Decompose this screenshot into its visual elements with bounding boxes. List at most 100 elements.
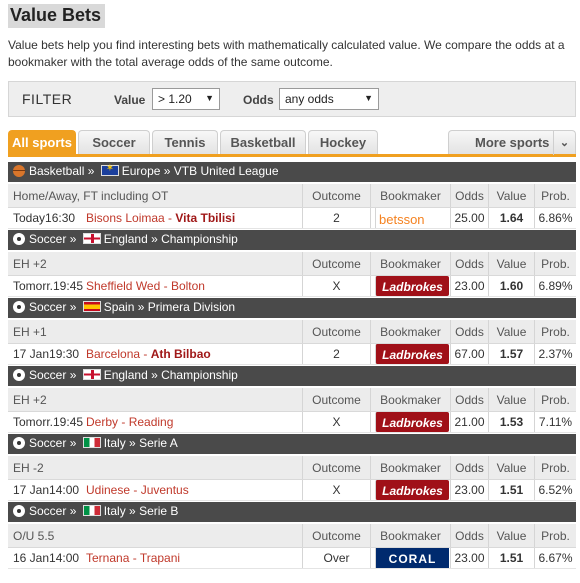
match-time: Tomorr.19:45 xyxy=(13,279,84,293)
match-time: 17 Jan14:00 xyxy=(13,483,80,497)
match-link[interactable]: Derby - Reading xyxy=(86,415,174,429)
spain-flag-icon xyxy=(82,301,101,312)
market-name: EH +1 xyxy=(13,325,47,339)
col-odds: Odds xyxy=(450,252,488,275)
bet-row[interactable]: 17 Jan14:00 Udinese - Juventus X Ladbrokes 2… xyxy=(8,480,576,501)
bet-odds: 23.00 xyxy=(450,480,488,500)
soccer-ball-icon xyxy=(13,233,25,245)
col-outcome: Outcome xyxy=(302,320,370,343)
tab-tennis[interactable]: Tennis xyxy=(152,130,218,154)
market-header: EH +2 Outcome Bookmaker Odds Value Prob. xyxy=(8,388,576,412)
market-header: EH +2 Outcome Bookmaker Odds Value Prob. xyxy=(8,252,576,276)
basketball-icon xyxy=(13,165,25,177)
odds-filter-select[interactable]: any odds ▼ xyxy=(279,88,379,110)
league-name: Serie B xyxy=(139,504,179,518)
league-header[interactable]: Soccer » Italy » Serie A xyxy=(8,434,576,454)
sport-name: Soccer xyxy=(29,368,67,382)
match-time: Tomorr.19:45 xyxy=(13,415,84,429)
bet-row[interactable]: 16 Jan14:00 Ternana - Trapani Over CORAL 23.… xyxy=(8,548,576,569)
bookmaker-logo[interactable]: Ladbrokes xyxy=(375,276,449,296)
bet-outcome: Over xyxy=(302,548,370,568)
bet-prob: 2.37% xyxy=(534,344,576,364)
region-name: Spain xyxy=(103,300,135,314)
market-header: EH +1 Outcome Bookmaker Odds Value Prob. xyxy=(8,320,576,344)
market-name: EH +2 xyxy=(13,393,47,407)
match-time: 16 Jan14:00 xyxy=(13,551,80,565)
bet-prob: 6.89% xyxy=(534,276,576,296)
league-header[interactable]: Basketball » Europe » VTB United League xyxy=(8,162,576,182)
bookmaker-cell[interactable]: Ladbrokes xyxy=(370,412,450,432)
bookmaker-cell[interactable]: Ladbrokes xyxy=(370,480,450,500)
eu-flag-icon xyxy=(100,163,119,176)
bet-row[interactable]: Tomorr.19:45 Sheffield Wed - Bolton X Ladbr… xyxy=(8,276,576,297)
match-time: Today16:30 xyxy=(13,211,76,225)
match-link[interactable]: Ternana - Trapani xyxy=(86,551,181,565)
col-prob: Prob. xyxy=(534,320,576,343)
region-name: Europe xyxy=(121,164,161,178)
match-link[interactable]: Sheffield Wed - Bolton xyxy=(86,279,205,293)
sport-name: Basketball xyxy=(29,164,85,178)
match-link[interactable]: Barcelona - Ath Bilbao xyxy=(86,347,211,361)
col-prob: Prob. xyxy=(534,524,576,547)
market-name: EH -2 xyxy=(13,461,44,475)
page-title-wrap: Value Bets xyxy=(8,4,106,28)
chevron-down-icon: ⌄ xyxy=(553,131,575,155)
league-name: VTB United League xyxy=(173,164,279,178)
bet-prob: 7.11% xyxy=(534,412,576,432)
bet-row[interactable]: Today16:30 Bisons Loimaa - Vita Tbilisi 2 b… xyxy=(8,208,576,229)
bookmaker-logo[interactable]: Ladbrokes xyxy=(375,412,449,432)
league-header[interactable]: Soccer » England » Championship xyxy=(8,230,576,250)
bet-odds: 23.00 xyxy=(450,276,488,296)
bet-row[interactable]: 17 Jan19:30 Barcelona - Ath Bilbao 2 Ladbro… xyxy=(8,344,576,365)
bet-value: 1.57 xyxy=(488,344,534,364)
tab-hockey[interactable]: Hockey xyxy=(308,130,378,154)
league-header[interactable]: Soccer » Italy » Serie B xyxy=(8,502,576,522)
bookmaker-cell[interactable]: CORAL xyxy=(370,548,450,568)
col-bookmaker: Bookmaker xyxy=(370,184,450,207)
bookmaker-cell[interactable]: Ladbrokes xyxy=(370,276,450,296)
bet-prob: 6.86% xyxy=(534,208,576,228)
value-filter-label: Value xyxy=(114,93,146,107)
bookmaker-logo[interactable]: CORAL xyxy=(375,548,449,568)
dropdown-arrow-icon: ▼ xyxy=(205,93,214,103)
bet-row[interactable]: Tomorr.19:45 Derby - Reading X Ladbrokes 21.… xyxy=(8,412,576,433)
england-flag-icon xyxy=(82,233,101,244)
col-prob: Prob. xyxy=(534,252,576,275)
bookmaker-logo[interactable]: betsson xyxy=(375,208,449,228)
col-outcome: Outcome xyxy=(302,252,370,275)
market-name: EH +2 xyxy=(13,257,47,271)
col-prob: Prob. xyxy=(534,388,576,411)
tab-basketball[interactable]: Basketball xyxy=(220,130,306,154)
league-header[interactable]: Soccer » England » Championship xyxy=(8,366,576,386)
england-flag-icon xyxy=(82,369,101,380)
value-filter-select[interactable]: > 1.20 ▼ xyxy=(152,88,220,110)
bet-value: 1.60 xyxy=(488,276,534,296)
market-name: O/U 5.5 xyxy=(13,529,55,543)
tab-soccer[interactable]: Soccer xyxy=(78,130,150,154)
col-prob: Prob. xyxy=(534,456,576,479)
col-outcome: Outcome xyxy=(302,184,370,207)
league-name: Serie A xyxy=(139,436,178,450)
bet-value: 1.53 xyxy=(488,412,534,432)
italy-flag-icon xyxy=(82,505,101,516)
col-value: Value xyxy=(488,184,534,207)
league-name: Primera Division xyxy=(147,300,236,314)
bookmaker-logo[interactable]: Ladbrokes xyxy=(375,344,449,364)
match-link[interactable]: Bisons Loimaa - Vita Tbilisi xyxy=(86,211,236,225)
col-value: Value xyxy=(488,320,534,343)
page-title: Value Bets xyxy=(8,4,106,28)
col-odds: Odds xyxy=(450,456,488,479)
bookmaker-cell[interactable]: Ladbrokes xyxy=(370,344,450,364)
page-description: Value bets help you find interesting bet… xyxy=(8,38,565,69)
bet-prob: 6.52% xyxy=(534,480,576,500)
league-name: Championship xyxy=(161,368,238,382)
league-header[interactable]: Soccer » Spain » Primera Division xyxy=(8,298,576,318)
tab-all-sports[interactable]: All sports xyxy=(8,130,76,154)
sport-name: Soccer xyxy=(29,300,67,314)
col-value: Value xyxy=(488,388,534,411)
market-header: EH -2 Outcome Bookmaker Odds Value Prob. xyxy=(8,456,576,480)
match-link[interactable]: Udinese - Juventus xyxy=(86,483,189,497)
bookmaker-cell[interactable]: betsson xyxy=(370,208,450,228)
bookmaker-logo[interactable]: Ladbrokes xyxy=(375,480,449,500)
tab-more-sports[interactable]: More sports ⌄ xyxy=(448,130,576,155)
